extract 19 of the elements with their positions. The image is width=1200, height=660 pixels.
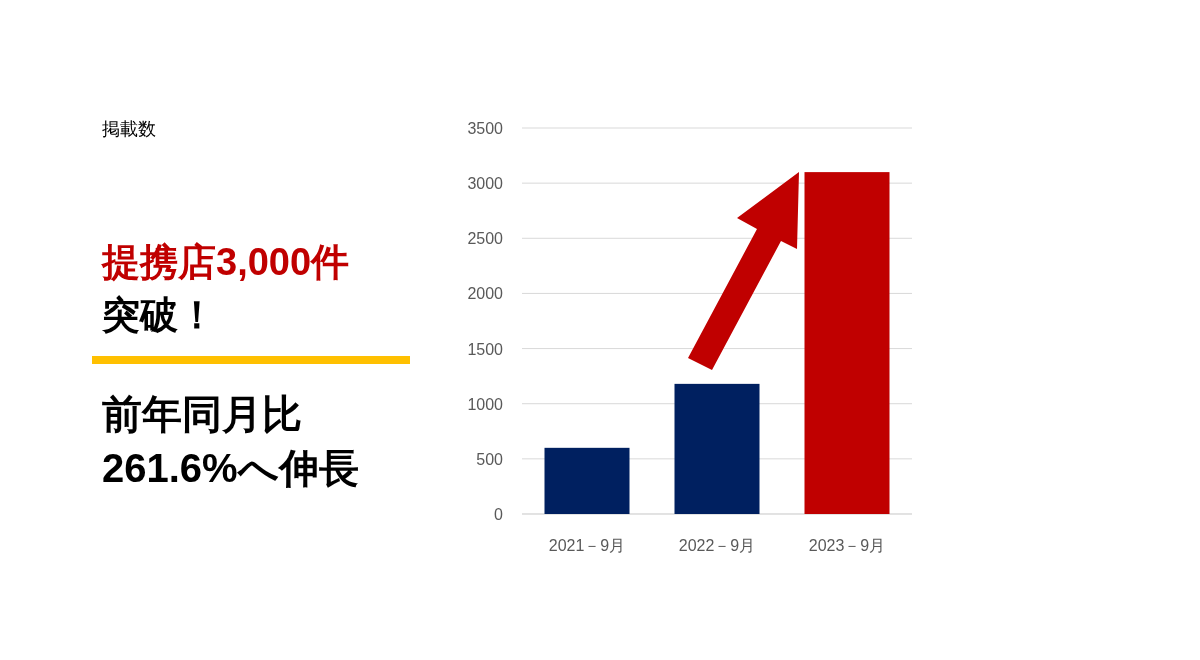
y-tick-label: 2000: [467, 285, 504, 303]
x-tick-label: 2021－9月: [548, 537, 626, 554]
x-tick-label: 2023－9月: [808, 537, 886, 554]
y-tick-label: 3500: [467, 120, 504, 137]
y-tick-label: 1000: [467, 395, 504, 413]
y-tick-label: 500: [476, 450, 504, 468]
y-tick-label: 3000: [467, 175, 504, 193]
bar: [674, 383, 760, 514]
bar: [544, 447, 630, 514]
bar: [804, 172, 890, 514]
text: 掲載数: [102, 119, 156, 139]
text: 前年同月比: [102, 392, 302, 436]
text: 突破！: [101, 294, 216, 336]
y-tick-label: 0: [494, 506, 504, 523]
text: 261.6%へ伸長: [102, 446, 359, 490]
text: 提携店3,000件: [101, 241, 350, 283]
y-tick-label: 2500: [467, 230, 504, 248]
y-tick-label: 1500: [467, 340, 504, 358]
x-tick-label: 2022－9月: [678, 537, 756, 554]
